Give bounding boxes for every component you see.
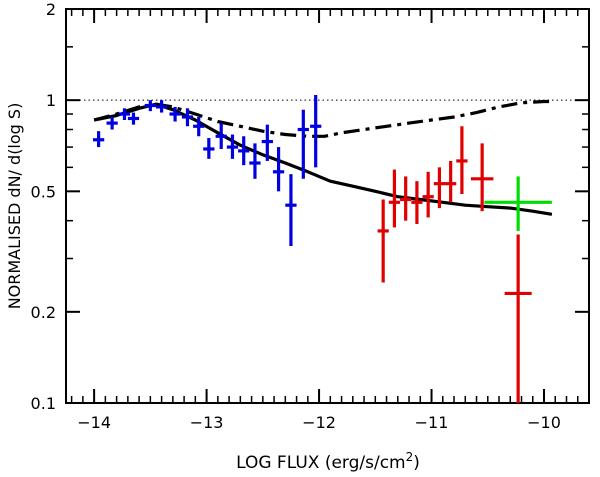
red-data-point bbox=[422, 171, 434, 218]
y-tick-label: 1 bbox=[46, 91, 56, 110]
blue-data-point bbox=[215, 123, 227, 149]
blue-data-point bbox=[249, 143, 261, 179]
blue-data-point bbox=[272, 147, 285, 192]
red-data-point bbox=[433, 167, 446, 209]
red-data-point bbox=[400, 176, 412, 221]
y-tick-label: 0.2 bbox=[31, 303, 56, 322]
blue-data-point bbox=[226, 134, 239, 159]
y-tick-label: 0.1 bbox=[31, 394, 56, 413]
y-tick-label: 2 bbox=[46, 0, 56, 19]
x-tick-label: −13 bbox=[190, 413, 224, 432]
blue-data-point bbox=[285, 174, 297, 246]
red-data-point bbox=[504, 234, 532, 403]
red-data-point bbox=[411, 181, 423, 225]
blue-data-point bbox=[144, 100, 156, 112]
x-axis-label-sup: 2 bbox=[406, 450, 414, 464]
green-data-point bbox=[484, 176, 552, 231]
x-axis-label-main: LOG FLUX (erg/s/cm bbox=[236, 453, 406, 473]
x-axis-label: LOG FLUX (erg/s/cm2) bbox=[236, 450, 420, 473]
blue-data-point bbox=[127, 112, 140, 125]
blue-data-point bbox=[193, 116, 205, 137]
red-data-point bbox=[388, 169, 401, 228]
x-tick-label: −12 bbox=[302, 413, 336, 432]
blue-data-point bbox=[155, 100, 168, 113]
blue-data-point bbox=[181, 108, 194, 127]
red-data-point bbox=[456, 126, 468, 194]
red-data-point bbox=[470, 143, 494, 212]
axis-ticks bbox=[66, 8, 590, 404]
tick-labels: −14 −13 −12 −11 −10 0.1 0.2 0.5 1 2 bbox=[31, 0, 561, 432]
blue-data-point bbox=[169, 106, 181, 122]
red-data-point bbox=[445, 160, 457, 203]
plot-frame bbox=[65, 8, 590, 404]
blue-data-point bbox=[297, 109, 309, 179]
x-tick-label: −11 bbox=[415, 413, 449, 432]
blue-data-point bbox=[92, 131, 105, 148]
blue-data-point bbox=[310, 95, 322, 168]
blue-data-point bbox=[238, 136, 250, 166]
x-tick-label: −14 bbox=[77, 413, 111, 432]
x-axis-label-close: ) bbox=[413, 453, 420, 473]
x-tick-label: −10 bbox=[527, 413, 561, 432]
blue-data-point bbox=[261, 124, 273, 161]
blue-data-point bbox=[203, 137, 215, 159]
blue-data-point bbox=[118, 108, 131, 120]
blue-data-point bbox=[106, 116, 118, 130]
y-axis-label: NORMALISED dN/ d(log S) bbox=[5, 103, 24, 310]
data-points bbox=[92, 95, 552, 403]
y-tick-label: 0.5 bbox=[31, 182, 56, 201]
red-data-point bbox=[377, 199, 389, 283]
